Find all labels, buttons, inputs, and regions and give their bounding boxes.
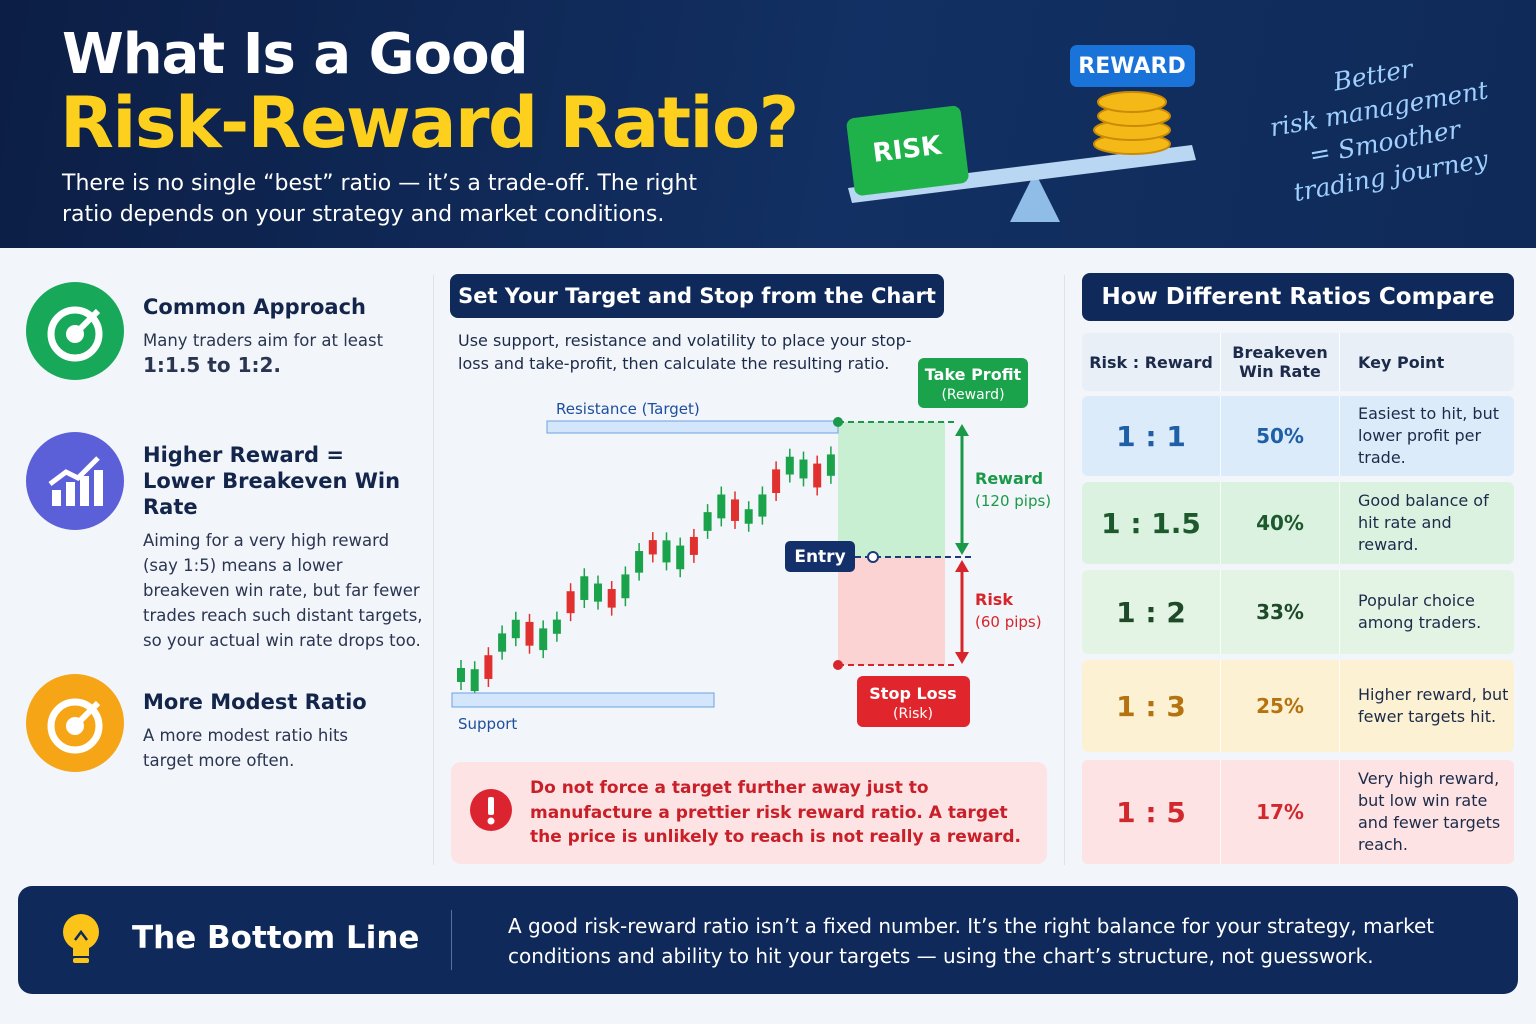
- subtitle: There is no single “best” ratio — it’s a…: [62, 171, 698, 227]
- approach-text: A more modest ratio hits target more oft…: [143, 726, 349, 770]
- key-point: Easiest to hit, but lower profit per tra…: [1358, 404, 1499, 467]
- warning-text: Do not force a target further away just …: [530, 778, 1021, 847]
- table-row: 1 : 5 17% Very high reward, but low win ra…: [1082, 760, 1514, 864]
- ratio: 1 : 1: [1116, 419, 1186, 453]
- ratio: 1 : 1.5: [1101, 506, 1201, 540]
- resistance-label: Resistance (Target): [556, 400, 700, 418]
- chart-heading: Set Your Target and Stop from the Chart: [450, 274, 944, 318]
- approach: Higher Reward = Lower Breakeven Win Rate …: [143, 442, 423, 653]
- table-heading: How Different Ratios Compare: [1082, 273, 1514, 321]
- sl-label: (Risk): [893, 706, 933, 722]
- highlight: 1:1.5 to 1:2.: [143, 353, 281, 377]
- chart-description: Use support, resistance and volatility t…: [458, 331, 912, 373]
- bottom-line: The Bottom Line A good risk-reward ratio…: [18, 886, 1518, 994]
- table-row: 1 : 2 33% Popular choice among traders.: [1082, 570, 1514, 654]
- win-rate: 33%: [1220, 570, 1340, 654]
- target-icon: [26, 674, 124, 772]
- approach-text: Aiming for a very high reward (say 1:5) …: [143, 531, 423, 650]
- divider: [433, 275, 434, 865]
- title: What Is a Good: [62, 22, 529, 87]
- table-row: 1 : 1.5 40% Good balance of hit rate and r…: [1082, 482, 1514, 564]
- bottom-text: A good risk-reward ratio isn’t a fixed n…: [508, 914, 1435, 968]
- risk-label: Risk: [975, 590, 1013, 609]
- approach: Common Approach Many traders aim for at …: [143, 294, 423, 379]
- win-rate: 50%: [1220, 396, 1340, 476]
- ratio: 1 : 5: [1116, 795, 1186, 829]
- win-rate: 40%: [1220, 482, 1340, 564]
- note: Better risk management = Smoother tradin…: [1252, 38, 1512, 214]
- approach-title: Common Approach: [143, 295, 366, 319]
- tp-label: Take Profit: [925, 365, 1022, 384]
- text: Many traders aim for at least: [143, 331, 384, 350]
- chart-illustration: Resistance (Target) Support Reward (120 …: [451, 358, 1051, 733]
- divider: [1064, 275, 1065, 865]
- ratio: 1 : 3: [1116, 689, 1186, 723]
- approach-text: Many traders aim for at least 1:1.5 to 1:…: [143, 328, 423, 379]
- title-highlight: Risk-Reward Ratio?: [60, 82, 799, 164]
- sl-label: Stop Loss: [869, 684, 956, 703]
- win-rate: 25%: [1220, 660, 1340, 752]
- reward-label: Reward: [975, 469, 1043, 488]
- column-header: Key Point: [1358, 352, 1445, 372]
- risk-label: (60 pips): [975, 613, 1042, 631]
- table-row: 1 : 1 50% Easiest to hit, but lower profit…: [1082, 396, 1514, 476]
- table-header: Risk : Reward Breakeven Win Rate Key Poi…: [1082, 333, 1514, 391]
- approach-title: More Modest Ratio: [143, 690, 367, 714]
- ratio: 1 : 2: [1116, 595, 1186, 629]
- key-point: Popular choice among traders.: [1358, 591, 1482, 632]
- key-point: Higher reward, but fewer targets hit.: [1358, 685, 1509, 726]
- line: Lower Breakeven Win Rate: [143, 469, 401, 519]
- bottom-title: The Bottom Line: [132, 920, 420, 956]
- column-header: Breakeven Win Rate: [1220, 333, 1340, 391]
- chart-icon: [26, 432, 124, 530]
- approach-title: Higher Reward = Lower Breakeven Win Rate: [143, 442, 423, 520]
- approach: More Modest Ratio A more modest ratio hi…: [143, 689, 383, 773]
- table-row: 1 : 3 25% Higher reward, but fewer targets…: [1082, 660, 1514, 752]
- line: Higher Reward =: [143, 443, 344, 467]
- support-label: Support: [458, 715, 517, 733]
- scale-illustration: RISK REWARD: [846, 45, 1196, 222]
- key-point: Very high reward, but low win rate and f…: [1358, 769, 1501, 854]
- column-header: Risk : Reward: [1089, 352, 1213, 372]
- entry-label: Entry: [794, 547, 845, 567]
- reward-label: (120 pips): [975, 492, 1051, 510]
- key-point: Good balance of hit rate and reward.: [1358, 491, 1489, 554]
- reward-label: REWARD: [1078, 54, 1185, 79]
- target-icon: [26, 282, 124, 380]
- win-rate: 17%: [1220, 760, 1340, 864]
- warning: Do not force a target further away just …: [451, 762, 1047, 864]
- header: What Is a Good Risk-Reward Ratio? There …: [0, 0, 1536, 248]
- tp-label: (Reward): [941, 387, 1004, 403]
